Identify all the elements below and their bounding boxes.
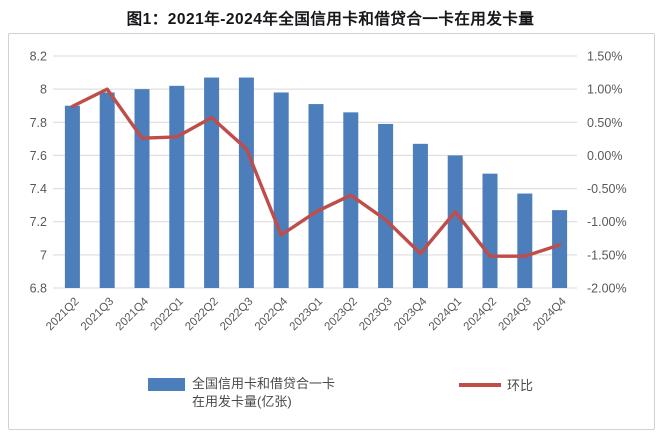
x-axis-tick-label: 2023Q4: [392, 295, 430, 333]
legend: 全国信用卡和借贷合一卡 在用发卡量(亿张) 环比: [9, 374, 654, 424]
y-axis-right-tick-label: -2.00%: [587, 282, 627, 296]
legend-bar-swatch-icon: [148, 378, 185, 391]
y-axis-left-tick-label: 6.8: [30, 282, 47, 296]
x-axis-tick-label: 2021Q2: [44, 296, 81, 333]
legend-item-bar: 全国信用卡和借贷合一卡 在用发卡量(亿张): [148, 375, 335, 411]
x-axis-tick-label: 2021Q4: [114, 295, 152, 333]
y-axis-right-tick-label: 0.00%: [587, 149, 622, 163]
x-axis-tick-label: 2022Q2: [183, 296, 220, 333]
x-axis-tick-label: 2024Q3: [496, 296, 533, 333]
y-axis-left-tick-label: 7.8: [30, 116, 47, 130]
legend-line-swatch-icon: [459, 382, 501, 387]
legend-bar-label: 全国信用卡和借贷合一卡 在用发卡量(亿张): [192, 375, 335, 411]
legend-bar-label-line2: 在用发卡量(亿张): [192, 394, 292, 410]
bar: [447, 155, 463, 288]
bar: [482, 173, 498, 288]
bar: [378, 123, 394, 288]
legend-item-line: 环比: [459, 375, 533, 394]
y-axis-right-tick-label: -1.00%: [587, 215, 627, 229]
x-axis-tick-label: 2021Q3: [79, 296, 116, 333]
y-axis-right-tick-label: -0.50%: [587, 182, 627, 196]
bar: [204, 77, 220, 288]
y-axis-right-tick-label: 1.00%: [587, 83, 622, 97]
x-axis-tick-label: 2023Q1: [288, 296, 325, 333]
x-axis-tick-label: 2024Q1: [427, 296, 464, 333]
y-axis-left-tick-label: 7.2: [30, 215, 47, 229]
bar: [308, 104, 324, 288]
bar: [238, 77, 254, 288]
y-axis-left-tick-label: 7.6: [30, 149, 47, 163]
bar: [169, 85, 185, 288]
bar: [64, 105, 80, 288]
x-axis-tick-label: 2024Q2: [462, 296, 499, 333]
bar: [412, 143, 428, 288]
bar: [517, 193, 533, 288]
bar: [552, 210, 568, 288]
x-axis-tick-label: 2022Q3: [218, 296, 255, 333]
y-axis-left-tick-label: 7.4: [30, 182, 47, 196]
y-axis-right-tick-label: -1.50%: [587, 248, 627, 262]
legend-line-label: 环比: [507, 378, 534, 393]
bar: [273, 92, 289, 288]
y-axis-left-tick-label: 8: [40, 83, 47, 97]
bar: [343, 112, 359, 288]
qoq-line: [70, 87, 562, 258]
x-axis-tick-label: 2022Q4: [253, 295, 291, 333]
bar: [134, 89, 150, 288]
y-axis-right-tick-label: 1.50%: [587, 50, 622, 64]
y-axis-right-tick-label: 0.50%: [587, 116, 622, 130]
legend-bar-label-line1: 全国信用卡和借贷合一卡: [192, 376, 336, 391]
chart-title: 图1：2021年-2024年全国信用卡和借贷合一卡在用发卡量: [126, 11, 535, 28]
bar: [99, 92, 115, 288]
chart-plot: 8.2 1.50% 8 1.00% 7.8 0.50% 7.6 0.00% 7.4 -0.50% 7…: [30, 50, 627, 334]
y-axis-left-tick-label: 7: [40, 248, 47, 262]
y-axis-left-tick-label: 8.2: [30, 50, 47, 64]
x-axis-tick-label: 2023Q3: [357, 296, 394, 333]
x-axis-tick-label: 2023Q2: [322, 296, 359, 333]
x-axis-tick-label: 2022Q1: [148, 296, 185, 333]
chart-frame: 8.2 1.50% 8 1.00% 7.8 0.50% 7.6 0.00% 7.4 -0.50% 7…: [8, 33, 655, 430]
x-axis-tick-label: 2024Q4: [531, 295, 569, 333]
